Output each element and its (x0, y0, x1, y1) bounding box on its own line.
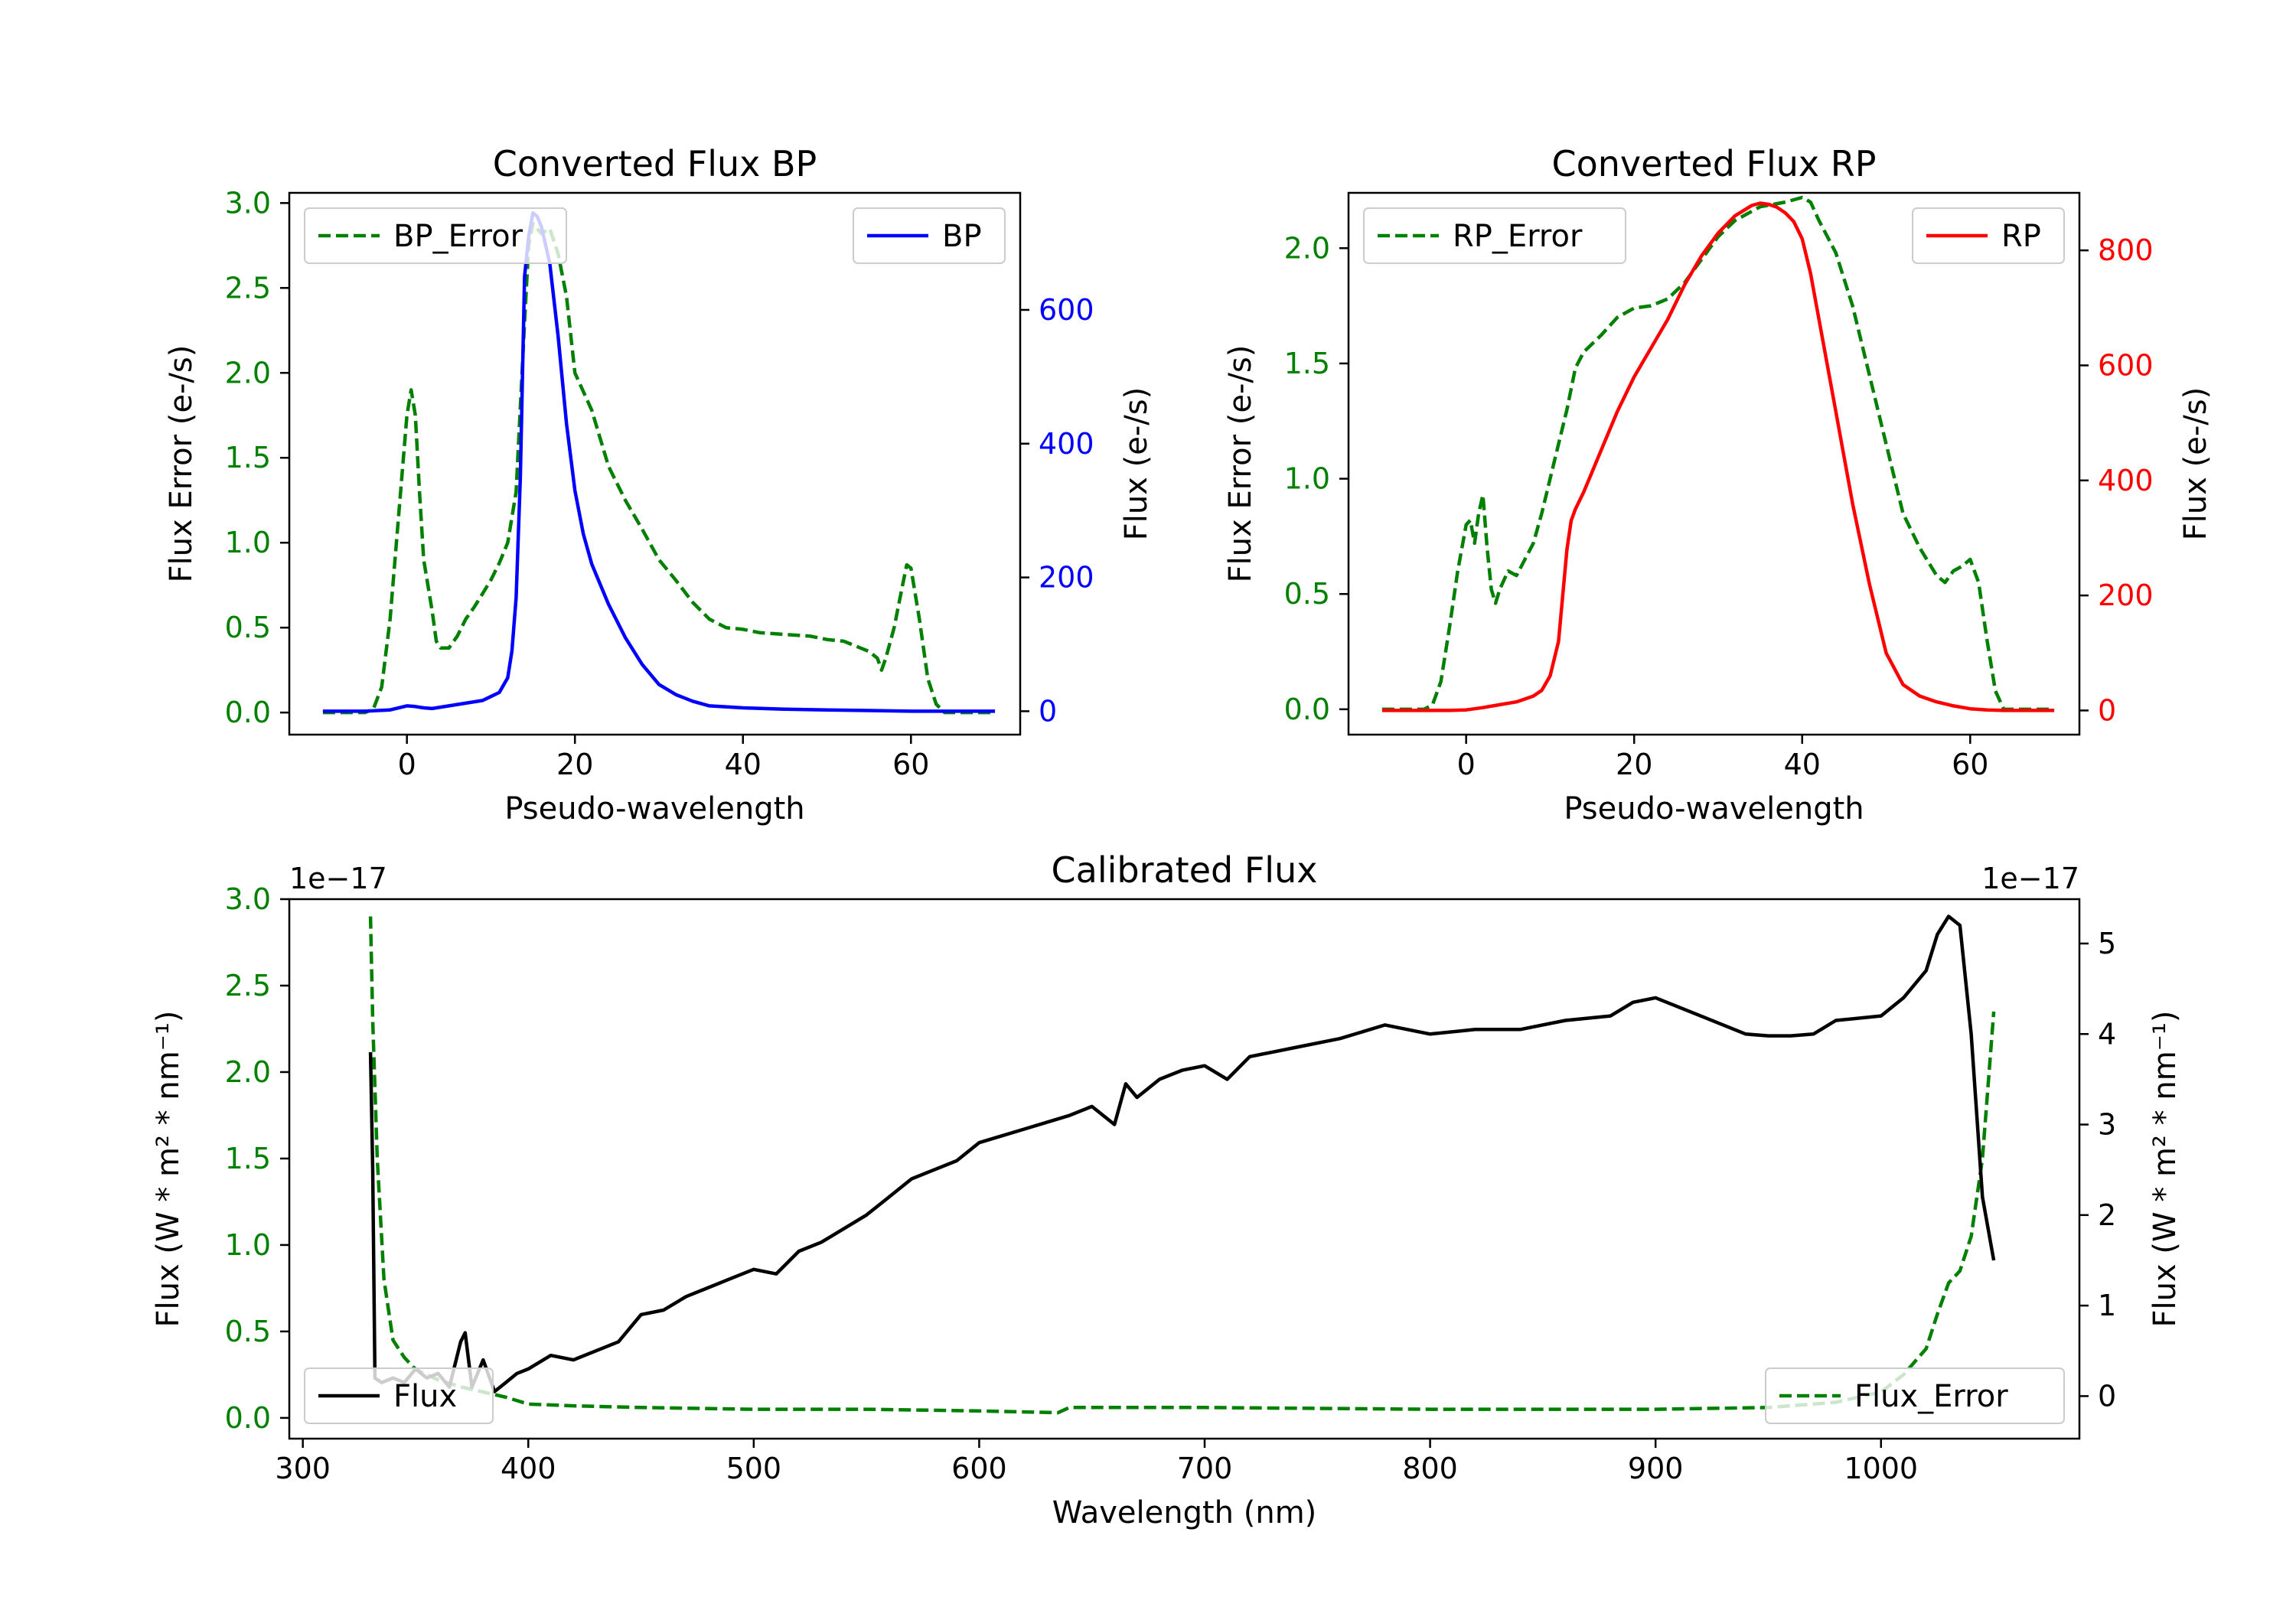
cal-xtick-label: 900 (1628, 1452, 1684, 1485)
cal-ytick-right-label: 0 (2098, 1379, 2116, 1413)
cal-axes-frame (288, 898, 2081, 1440)
cal-xtick-label: 1000 (1844, 1452, 1918, 1485)
bp-ytick-right-label: 0 (1039, 694, 1057, 728)
bp-ytick-left-label: 2.0 (225, 356, 271, 390)
bp-ylabel-left: Flux Error (e-/s) (164, 345, 199, 583)
rp-ytick-left-label: 1.0 (1284, 462, 1330, 496)
legend-box (304, 207, 567, 264)
rp-ytick-right-label: 0 (2098, 693, 2116, 727)
legend-box (853, 207, 1006, 264)
bp-ytick-left-label: 3.0 (225, 186, 271, 220)
rp-series-rp-error (1381, 195, 2055, 712)
rp-xtick-label: 40 (1784, 748, 1821, 781)
cal-xtick-label: 500 (726, 1452, 782, 1485)
bp-xlabel: Pseudo-wavelength (504, 791, 804, 826)
bp-legend-bp: BP (853, 207, 1006, 264)
rp-series-rp (1381, 201, 2055, 712)
cal-ytick-right-label: 1 (2098, 1289, 2116, 1322)
bp-ytick-left-label: 0.5 (225, 611, 271, 644)
rp-legend-rp-error: RP_Error (1363, 207, 1626, 264)
rp-xtick-label: 60 (1952, 748, 1988, 781)
legend-label: BP_Error (393, 219, 523, 254)
bp-ylabel-right: Flux (e-/s) (1119, 387, 1154, 540)
cal-ytick-left-label: 0.5 (225, 1315, 271, 1348)
cal-chart: Calibrated Flux 300 400 500 600 700 800 900 1000… (151, 849, 2183, 1530)
cal-ylabel-left: Flux (W * m² * nm⁻¹) (151, 1011, 186, 1328)
bp-ytick-left-label: 0.0 (225, 696, 271, 729)
rp-ytick-left-label: 1.5 (1284, 347, 1330, 380)
cal-xtick-label: 700 (1177, 1452, 1233, 1485)
legend-box (1912, 207, 2065, 264)
rp-ytick-left-label: 2.0 (1284, 231, 1330, 265)
cal-legend-flux: Flux (304, 1367, 494, 1424)
cal-ytick-left-label: 3.0 (225, 882, 271, 916)
cal-ylabel-right: Flux (W * m² * nm⁻¹) (2148, 1011, 2183, 1328)
bp-xtick-label: 60 (892, 748, 929, 781)
rp-ytick-right-label: 400 (2098, 464, 2154, 497)
rp-axes-frame (1347, 191, 2081, 736)
cal-series-flux-error (368, 916, 1996, 1415)
rp-ylabel-right: Flux (e-/s) (2178, 387, 2213, 540)
cal-xlabel: Wavelength (nm) (1052, 1495, 1317, 1530)
cal-xtick-label: 400 (501, 1452, 556, 1485)
legend-box (1363, 207, 1626, 264)
cal-xtick-label: 800 (1402, 1452, 1458, 1485)
cal-ytick-left-label: 2.5 (225, 969, 271, 1002)
bp-axes-frame (288, 191, 1022, 736)
rp-ytick-right-label: 600 (2098, 348, 2154, 382)
bp-chart: Converted Flux BP 0 20 40 60 Pseudo-wavelengt… (164, 143, 1154, 826)
legend-label: RP (2001, 219, 2041, 254)
bp-ytick-left-label: 1.0 (225, 526, 271, 559)
rp-xlabel: Pseudo-wavelength (1564, 791, 1864, 826)
rp-ytick-right-label: 800 (2098, 233, 2154, 267)
cal-ytick-right-label: 4 (2098, 1017, 2116, 1051)
cal-offset-right: 1e−17 (1981, 862, 2079, 895)
legend-label: Flux (393, 1379, 457, 1414)
rp-ytick-right-label: 200 (2098, 579, 2154, 612)
rp-ytick-left-label: 0.5 (1284, 577, 1330, 611)
cal-ytick-right-label: 3 (2098, 1108, 2116, 1142)
legend-label: BP (942, 219, 982, 254)
cal-legend-flux-error: Flux_Error (1765, 1367, 2065, 1424)
cal-ytick-right-label: 2 (2098, 1198, 2116, 1232)
rp-ylabel-left: Flux Error (e-/s) (1223, 345, 1258, 583)
cal-offset-left: 1e−17 (289, 862, 387, 895)
cal-ytick-left-label: 1.5 (225, 1142, 271, 1175)
bp-title: Converted Flux BP (493, 143, 817, 184)
rp-xtick-label: 20 (1616, 748, 1652, 781)
bp-ytick-left-label: 2.5 (225, 271, 271, 305)
rp-ytick-left-label: 0.0 (1284, 693, 1330, 726)
rp-title: Converted Flux RP (1552, 143, 1877, 184)
rp-xtick-label: 0 (1457, 748, 1476, 781)
bp-ytick-left-label: 1.5 (225, 441, 271, 474)
cal-xtick-label: 600 (951, 1452, 1007, 1485)
bp-xtick-label: 40 (725, 748, 762, 781)
legend-label: RP_Error (1453, 219, 1583, 254)
bp-series-bp-error (322, 221, 996, 715)
legend-box (1765, 1367, 2065, 1424)
cal-ytick-left-label: 2.0 (225, 1055, 271, 1089)
bp-xtick-label: 0 (398, 748, 416, 781)
rp-chart: Converted Flux RP 0 20 40 60 Pseudo-wavelengt… (1223, 143, 2213, 826)
bp-ytick-right-label: 200 (1039, 561, 1094, 595)
cal-ytick-left-label: 1.0 (225, 1228, 271, 1262)
bp-ytick-right-label: 600 (1039, 293, 1094, 327)
bp-legend-bp-error: BP_Error (304, 207, 567, 264)
bp-series-bp (322, 210, 996, 713)
bp-ytick-right-label: 400 (1039, 427, 1094, 461)
rp-legend-rp: RP (1912, 207, 2065, 264)
legend-box (304, 1367, 494, 1424)
cal-title: Calibrated Flux (1052, 849, 1318, 891)
cal-xtick-label: 300 (275, 1452, 331, 1485)
cal-ytick-left-label: 0.0 (225, 1401, 271, 1435)
cal-ytick-right-label: 5 (2098, 927, 2116, 960)
bp-xtick-label: 20 (556, 748, 593, 781)
cal-series-flux (368, 914, 1996, 1393)
legend-label: Flux_Error (1854, 1379, 2008, 1414)
